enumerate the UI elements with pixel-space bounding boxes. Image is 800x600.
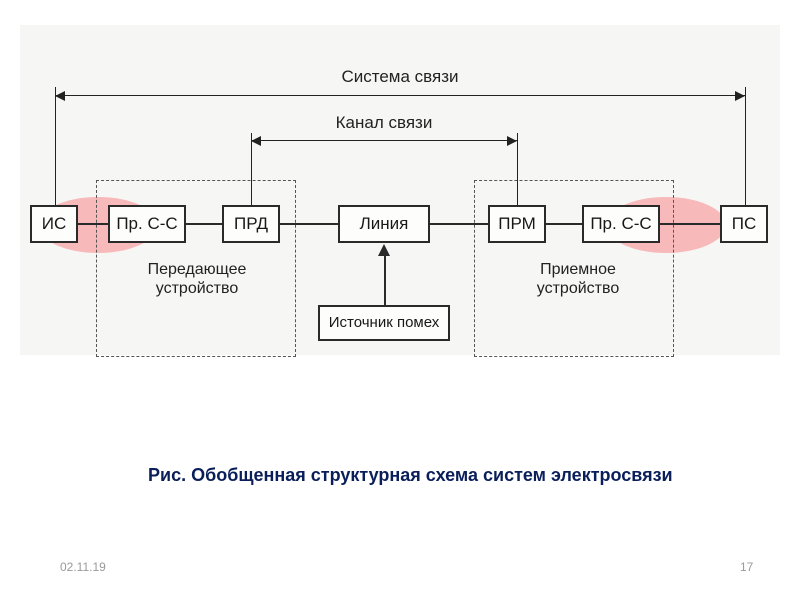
dim-tick-system-left [55,87,56,205]
block-prm: ПРМ [488,205,546,243]
block-line: Линия [338,205,430,243]
figure-caption: Рис. Обобщенная структурная схема систем… [148,465,673,486]
dim-arrow-system [55,95,745,96]
footer-page: 17 [740,560,753,574]
block-ps-label: ПС [732,215,757,234]
dim-tick-channel-left [251,133,252,205]
block-noise: Источник помех [318,305,450,341]
block-prm-label: ПРМ [498,215,536,234]
block-is: ИС [30,205,78,243]
tx-region-label: Передающее устройство [132,260,262,298]
noise-arrow-head [378,244,390,256]
block-ps: ПС [720,205,768,243]
block-noise-label: Источник помех [329,315,440,332]
noise-arrow-line [384,255,386,305]
dim-tick-channel-right [517,133,518,205]
block-is-label: ИС [42,215,67,234]
dim-tick-system-right [745,87,746,205]
footer-date: 02.11.19 [60,560,106,574]
block-prs2: Пр. С-С [582,205,660,243]
dim-label-channel: Канал связи [336,113,433,133]
dim-arrow-channel [251,140,517,141]
rx-region-text: Приемное устройство [537,261,619,297]
block-prs1: Пр. С-С [108,205,186,243]
diagram-area: Система связи Канал связи ИС Пр. С-С ПРД… [20,25,780,355]
block-prs1-label: Пр. С-С [116,215,177,234]
tx-region-text: Передающее устройство [148,261,247,297]
dim-label-system: Система связи [341,67,458,87]
rx-region-label: Приемное устройство [518,260,638,298]
block-prd-label: ПРД [234,215,268,234]
block-prd: ПРД [222,205,280,243]
block-line-label: Линия [360,215,409,234]
block-prs2-label: Пр. С-С [590,215,651,234]
